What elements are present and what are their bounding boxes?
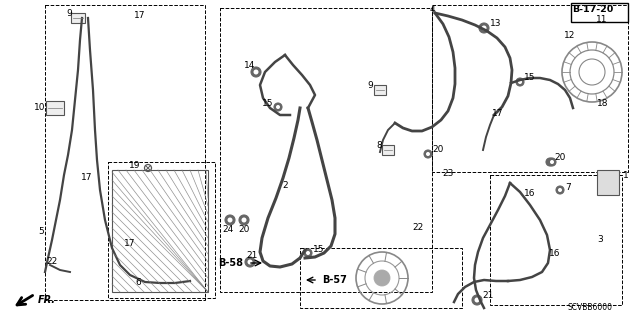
Text: 4: 4	[429, 5, 435, 14]
Circle shape	[516, 78, 524, 86]
Bar	[45, 5, 205, 300]
Text: B-57: B-57	[322, 275, 347, 285]
Circle shape	[518, 80, 522, 84]
Text: 22: 22	[412, 224, 424, 233]
Text: 19: 19	[129, 160, 140, 169]
Text: 8: 8	[376, 140, 382, 150]
Circle shape	[550, 160, 554, 164]
Text: 13: 13	[490, 19, 502, 28]
Bar	[300, 248, 462, 308]
Circle shape	[251, 67, 261, 77]
Text: 17: 17	[492, 108, 503, 117]
Circle shape	[474, 298, 479, 302]
Bar	[108, 162, 215, 298]
Text: 20: 20	[432, 145, 444, 154]
Text: 18: 18	[597, 100, 609, 108]
Bar	[46, 101, 64, 115]
Text: 20: 20	[238, 226, 250, 234]
Text: 7: 7	[565, 182, 571, 191]
Text: 2: 2	[282, 181, 288, 189]
Circle shape	[306, 251, 310, 255]
Bar	[374, 85, 386, 95]
Bar	[382, 145, 394, 155]
Text: 11: 11	[596, 16, 608, 25]
Circle shape	[241, 218, 246, 222]
Text: 9: 9	[67, 9, 72, 18]
Text: 16: 16	[549, 249, 561, 257]
Circle shape	[274, 103, 282, 111]
Circle shape	[548, 158, 556, 166]
Circle shape	[374, 270, 390, 286]
Circle shape	[546, 158, 554, 166]
Text: 21: 21	[246, 250, 258, 259]
Text: 15: 15	[313, 246, 324, 255]
Bar	[112, 170, 208, 292]
Circle shape	[424, 150, 432, 158]
Circle shape	[556, 186, 564, 194]
Bar	[597, 169, 619, 195]
Text: SCVBB6000: SCVBB6000	[568, 303, 612, 312]
Text: 9: 9	[367, 80, 373, 90]
Text: 17: 17	[124, 239, 135, 248]
Text: 12: 12	[564, 32, 576, 41]
Text: 17: 17	[134, 11, 146, 19]
Circle shape	[472, 295, 482, 305]
Text: B-58: B-58	[218, 258, 243, 268]
Text: 23: 23	[442, 168, 454, 177]
Text: FR.: FR.	[38, 295, 56, 305]
Bar	[220, 8, 432, 292]
Text: 16: 16	[524, 189, 536, 197]
Circle shape	[253, 70, 259, 75]
Circle shape	[276, 105, 280, 109]
Bar	[571, 3, 628, 22]
Text: 14: 14	[244, 62, 256, 70]
Text: 17: 17	[81, 174, 92, 182]
Circle shape	[227, 218, 232, 222]
Circle shape	[245, 257, 255, 267]
Circle shape	[558, 188, 562, 192]
Text: 6: 6	[135, 278, 141, 287]
Circle shape	[548, 160, 552, 164]
Circle shape	[225, 215, 235, 225]
Bar	[432, 5, 628, 172]
Circle shape	[426, 152, 430, 156]
Bar	[71, 13, 85, 23]
Text: 22: 22	[46, 257, 58, 266]
Text: 21: 21	[482, 291, 493, 300]
Text: 3: 3	[597, 235, 603, 244]
Text: 24: 24	[222, 226, 234, 234]
Circle shape	[248, 259, 253, 264]
Text: 20: 20	[554, 153, 565, 162]
Bar	[490, 175, 622, 305]
Text: 15: 15	[524, 73, 536, 83]
Circle shape	[239, 215, 249, 225]
Text: 1: 1	[623, 170, 628, 180]
Circle shape	[481, 26, 486, 31]
Circle shape	[479, 23, 489, 33]
Circle shape	[304, 249, 312, 257]
Text: 5: 5	[38, 227, 44, 236]
Text: B-17-20: B-17-20	[572, 5, 613, 14]
Text: 15: 15	[262, 99, 273, 108]
Text: 10: 10	[33, 103, 45, 113]
